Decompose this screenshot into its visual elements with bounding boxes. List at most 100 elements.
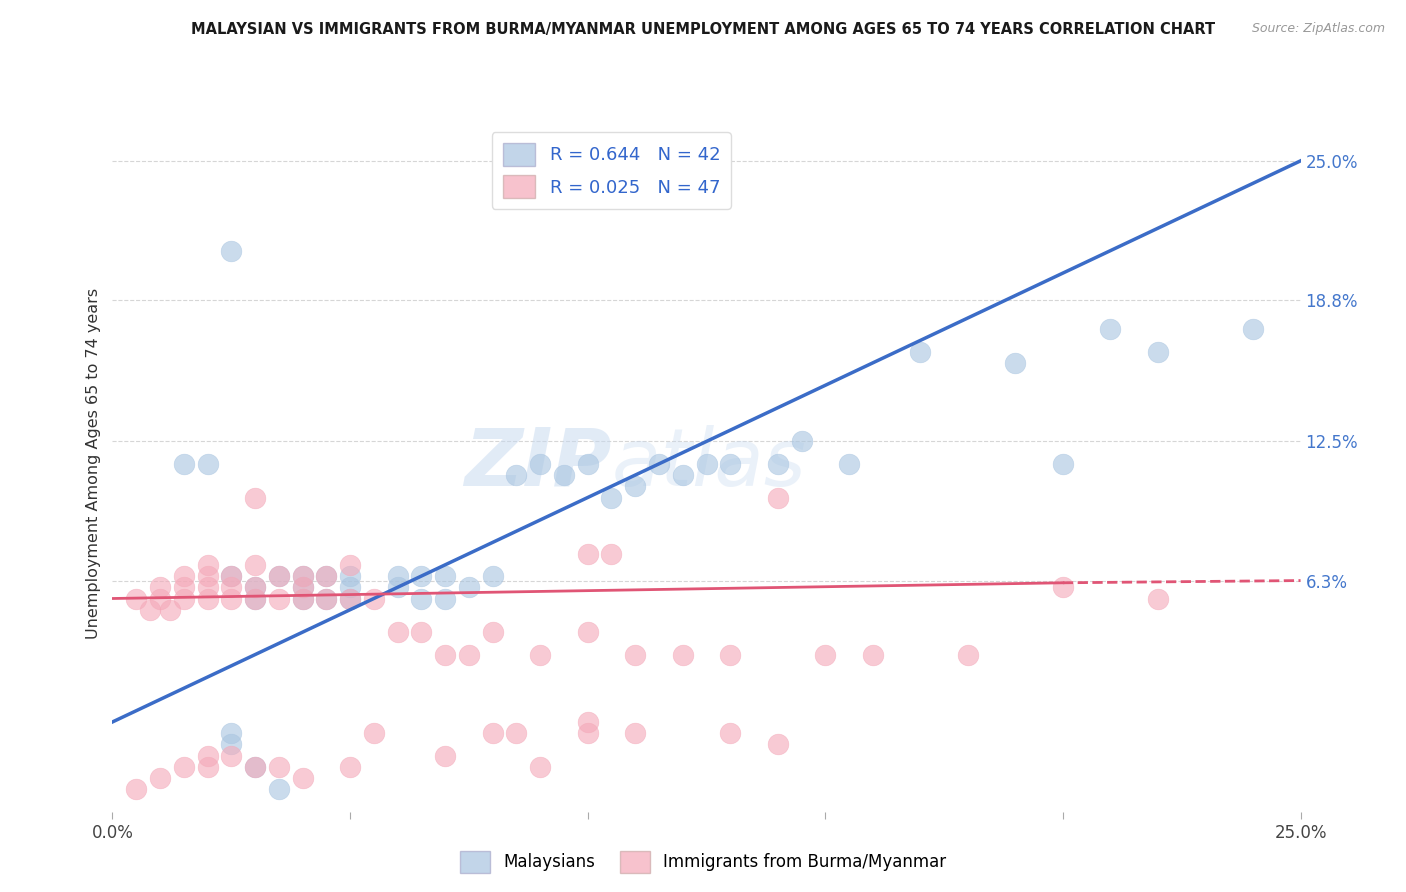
Point — [291, 580, 314, 594]
Point — [197, 457, 219, 471]
Point — [458, 648, 481, 662]
Point — [481, 726, 503, 740]
Point — [1147, 591, 1170, 606]
Point — [125, 591, 148, 606]
Point — [434, 569, 457, 583]
Point — [814, 648, 837, 662]
Point — [672, 468, 695, 483]
Point — [434, 648, 457, 662]
Point — [315, 569, 337, 583]
Y-axis label: Unemployment Among Ages 65 to 74 years: Unemployment Among Ages 65 to 74 years — [86, 288, 101, 640]
Point — [1004, 356, 1026, 370]
Point — [267, 782, 290, 797]
Point — [766, 457, 789, 471]
Point — [624, 726, 647, 740]
Point — [1052, 580, 1074, 594]
Point — [576, 726, 599, 740]
Point — [387, 625, 409, 640]
Point — [243, 558, 266, 572]
Text: MALAYSIAN VS IMMIGRANTS FROM BURMA/MYANMAR UNEMPLOYMENT AMONG AGES 65 TO 74 YEAR: MALAYSIAN VS IMMIGRANTS FROM BURMA/MYANM… — [191, 22, 1215, 37]
Text: ZIP: ZIP — [464, 425, 612, 503]
Point — [291, 591, 314, 606]
Point — [267, 569, 290, 583]
Point — [387, 569, 409, 583]
Point — [1147, 344, 1170, 359]
Point — [315, 591, 337, 606]
Point — [411, 569, 433, 583]
Point — [766, 491, 789, 505]
Point — [197, 580, 219, 594]
Point — [339, 591, 361, 606]
Point — [219, 569, 243, 583]
Point — [553, 468, 575, 483]
Point — [576, 457, 599, 471]
Point — [267, 591, 290, 606]
Point — [243, 760, 266, 774]
Point — [529, 457, 551, 471]
Point — [718, 726, 741, 740]
Point — [219, 244, 243, 258]
Text: Source: ZipAtlas.com: Source: ZipAtlas.com — [1251, 22, 1385, 36]
Point — [219, 726, 243, 740]
Point — [624, 648, 647, 662]
Point — [219, 591, 243, 606]
Point — [125, 782, 148, 797]
Point — [838, 457, 860, 471]
Point — [159, 603, 181, 617]
Point — [219, 738, 243, 752]
Point — [624, 479, 647, 493]
Point — [600, 547, 623, 561]
Point — [173, 457, 195, 471]
Point — [149, 591, 172, 606]
Point — [458, 580, 481, 594]
Point — [173, 580, 195, 594]
Point — [1241, 322, 1264, 336]
Point — [481, 569, 503, 583]
Point — [411, 625, 433, 640]
Point — [387, 580, 409, 594]
Point — [197, 748, 219, 763]
Point — [766, 738, 789, 752]
Point — [576, 714, 599, 729]
Point — [243, 491, 266, 505]
Point — [339, 580, 361, 594]
Point — [219, 580, 243, 594]
Point — [718, 457, 741, 471]
Text: atlas: atlas — [612, 425, 806, 503]
Point — [267, 569, 290, 583]
Point — [139, 603, 162, 617]
Point — [434, 591, 457, 606]
Point — [173, 591, 195, 606]
Point — [315, 569, 337, 583]
Point — [1099, 322, 1122, 336]
Point — [291, 771, 314, 785]
Point — [219, 748, 243, 763]
Legend: R = 0.644   N = 42, R = 0.025   N = 47: R = 0.644 N = 42, R = 0.025 N = 47 — [492, 132, 731, 209]
Point — [363, 591, 385, 606]
Point — [267, 760, 290, 774]
Point — [576, 625, 599, 640]
Point — [243, 760, 266, 774]
Point — [1052, 457, 1074, 471]
Point — [481, 625, 503, 640]
Point — [149, 771, 172, 785]
Legend: Malaysians, Immigrants from Burma/Myanmar: Malaysians, Immigrants from Burma/Myanma… — [453, 845, 953, 880]
Point — [173, 569, 195, 583]
Point — [910, 344, 932, 359]
Point — [243, 580, 266, 594]
Point — [243, 591, 266, 606]
Point — [243, 591, 266, 606]
Point — [291, 580, 314, 594]
Point — [339, 591, 361, 606]
Point — [529, 648, 551, 662]
Point — [790, 434, 813, 449]
Point — [862, 648, 884, 662]
Point — [291, 591, 314, 606]
Point — [315, 591, 337, 606]
Point — [696, 457, 718, 471]
Point — [529, 760, 551, 774]
Point — [197, 558, 219, 572]
Point — [434, 748, 457, 763]
Point — [219, 569, 243, 583]
Point — [411, 591, 433, 606]
